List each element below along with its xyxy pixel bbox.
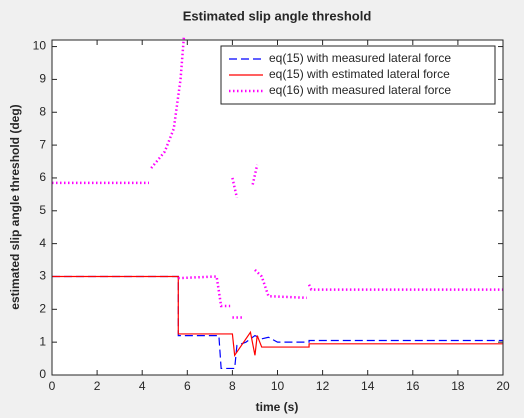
x-axis-label: time (s) [256, 400, 299, 414]
x-tick-label: 18 [451, 379, 465, 393]
y-tick-label: 4 [39, 236, 46, 250]
series-line [52, 275, 503, 370]
x-tick-label: 6 [184, 379, 191, 393]
x-tick-label: 2 [94, 379, 101, 393]
x-tick-label: 14 [361, 379, 375, 393]
legend-label: eq(16) with measured lateral force [269, 83, 451, 97]
x-tick-label: 0 [49, 379, 56, 393]
y-tick-label: 2 [39, 301, 46, 315]
series-line [52, 275, 503, 357]
x-tick-label: 4 [139, 379, 146, 393]
y-tick-label: 1 [39, 334, 46, 348]
y-tick-label: 7 [39, 137, 46, 151]
x-tick-label: 20 [496, 379, 510, 393]
chart-title: Estimated slip angle threshold [183, 8, 372, 23]
y-tick-label: 3 [39, 269, 46, 283]
legend-box [220, 45, 496, 105]
y-tick-label: 6 [39, 170, 46, 184]
y-axis-label: estimated slip angle threshold (deg) [8, 104, 22, 309]
axes-box [51, 39, 504, 376]
y-tick-label: 10 [33, 39, 47, 53]
series-line [52, 36, 503, 319]
legend-label: eq(15) with estimated lateral force [269, 67, 450, 81]
y-tick-label: 9 [39, 72, 46, 86]
y-tick-label: 0 [39, 367, 46, 381]
x-tick-label: 12 [316, 379, 330, 393]
y-tick-label: 5 [39, 203, 46, 217]
y-tick-label: 8 [39, 104, 46, 118]
x-tick-label: 16 [406, 379, 420, 393]
legend-label: eq(15) with measured lateral force [269, 51, 451, 65]
x-tick-label: 10 [271, 379, 285, 393]
x-tick-label: 8 [229, 379, 236, 393]
